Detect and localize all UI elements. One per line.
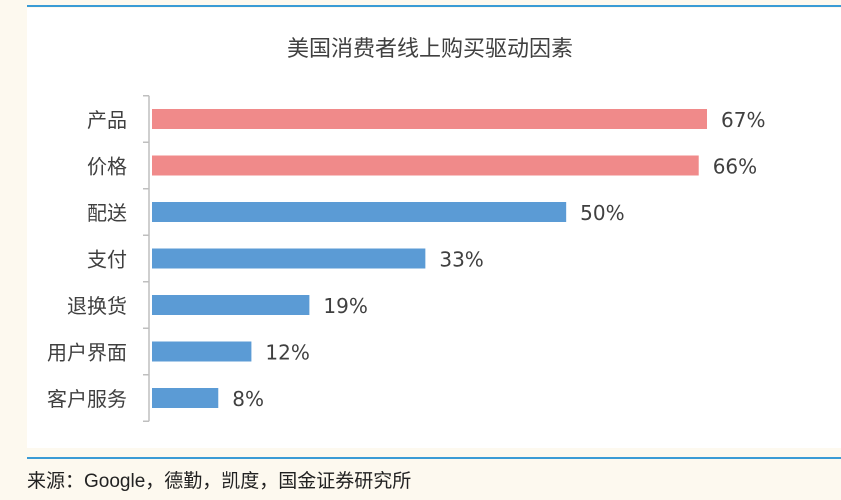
bar [152,155,699,176]
value-label: 8% [232,387,264,411]
category-label: 退换货 [67,294,127,318]
bar [152,248,426,269]
source-prefix: 来源： [27,470,85,492]
category-label: 客户服务 [47,387,127,411]
category-label: 价格 [87,155,127,179]
category-label: 配送 [87,201,127,225]
bar [152,341,252,362]
bar [152,202,567,222]
chart-panel: 美国消费者线上购买驱动因素 产品价格配送支付退换货用户界面客户服务 67% 66%… [27,8,841,448]
value-label: 19% [323,294,367,318]
top-rule [27,5,841,7]
value-label: 33% [439,248,483,272]
source-suffix: ，德勤，凯度，国金证券研究所 [145,470,412,492]
value-label: 50% [580,201,624,225]
category-label: 支付 [87,248,127,272]
bars: 67% 66% 50% 33% 19% 12%8% [152,108,765,411]
bar [152,388,219,408]
bar [152,295,310,315]
bottom-rule [27,457,841,459]
source-note: 来源：Google，德勤，凯度，国金证券研究所 [27,466,411,493]
value-label: 12% [265,341,309,365]
bar [152,109,707,129]
value-label: 66% [713,155,757,179]
source-brand: Google [84,471,146,492]
chart-title: 美国消费者线上购买驱动因素 [287,37,573,62]
value-label: 67% [721,108,765,132]
category-label: 用户界面 [47,341,127,365]
category-label: 产品 [87,108,127,132]
